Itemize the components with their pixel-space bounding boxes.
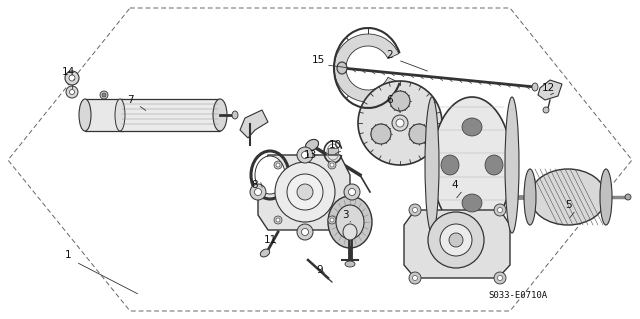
Circle shape xyxy=(102,93,106,97)
Text: 4: 4 xyxy=(452,180,458,190)
Ellipse shape xyxy=(524,169,536,225)
Circle shape xyxy=(100,91,108,99)
Text: 6: 6 xyxy=(387,95,394,105)
Ellipse shape xyxy=(462,194,482,212)
Circle shape xyxy=(494,272,506,284)
Ellipse shape xyxy=(505,97,519,233)
Ellipse shape xyxy=(79,99,91,131)
Circle shape xyxy=(440,224,472,256)
Ellipse shape xyxy=(432,97,512,233)
Ellipse shape xyxy=(507,193,513,201)
Circle shape xyxy=(69,75,75,81)
Circle shape xyxy=(349,189,355,196)
Ellipse shape xyxy=(345,261,355,267)
Circle shape xyxy=(449,233,463,247)
Circle shape xyxy=(330,218,334,222)
Wedge shape xyxy=(334,34,399,102)
Ellipse shape xyxy=(532,83,538,91)
Circle shape xyxy=(287,174,323,210)
Ellipse shape xyxy=(337,62,347,74)
Ellipse shape xyxy=(115,99,125,131)
Circle shape xyxy=(497,207,502,212)
Circle shape xyxy=(276,163,280,167)
Polygon shape xyxy=(404,210,510,278)
Circle shape xyxy=(255,189,262,196)
Circle shape xyxy=(428,212,484,268)
Circle shape xyxy=(330,163,334,167)
Circle shape xyxy=(497,276,502,280)
Circle shape xyxy=(328,161,336,169)
Text: 1: 1 xyxy=(65,250,71,260)
Circle shape xyxy=(66,86,78,98)
Circle shape xyxy=(301,228,308,235)
Circle shape xyxy=(275,162,335,222)
Circle shape xyxy=(65,71,79,85)
Text: 7: 7 xyxy=(127,95,133,105)
Ellipse shape xyxy=(530,169,606,225)
Ellipse shape xyxy=(441,155,459,175)
Polygon shape xyxy=(258,155,350,230)
Ellipse shape xyxy=(328,196,372,248)
Circle shape xyxy=(390,91,410,111)
Circle shape xyxy=(297,184,313,200)
Circle shape xyxy=(494,204,506,216)
Text: 9: 9 xyxy=(317,265,323,275)
Circle shape xyxy=(413,207,417,212)
Circle shape xyxy=(371,124,391,144)
Ellipse shape xyxy=(600,169,612,225)
Circle shape xyxy=(409,124,429,144)
Text: S033-E0710A: S033-E0710A xyxy=(488,292,547,300)
Ellipse shape xyxy=(343,224,357,240)
Bar xyxy=(85,99,123,131)
Circle shape xyxy=(392,115,408,131)
Ellipse shape xyxy=(260,249,269,257)
Circle shape xyxy=(250,184,266,200)
Circle shape xyxy=(276,218,280,222)
Circle shape xyxy=(274,161,282,169)
Bar xyxy=(328,148,338,156)
Circle shape xyxy=(409,204,421,216)
Ellipse shape xyxy=(336,205,364,239)
Circle shape xyxy=(274,216,282,224)
Ellipse shape xyxy=(462,118,482,136)
Ellipse shape xyxy=(360,109,376,121)
Polygon shape xyxy=(240,110,268,138)
Ellipse shape xyxy=(232,111,238,119)
Text: 15: 15 xyxy=(312,55,324,65)
Circle shape xyxy=(297,224,313,240)
Circle shape xyxy=(328,216,336,224)
Ellipse shape xyxy=(485,155,503,175)
Circle shape xyxy=(413,276,417,280)
Ellipse shape xyxy=(425,97,439,233)
Ellipse shape xyxy=(364,112,372,118)
Text: 11: 11 xyxy=(264,235,276,245)
Text: 5: 5 xyxy=(564,200,572,210)
Ellipse shape xyxy=(625,194,631,200)
Circle shape xyxy=(358,81,442,165)
Text: 8: 8 xyxy=(252,180,259,190)
Bar xyxy=(120,99,220,131)
Circle shape xyxy=(396,119,404,127)
Text: 13: 13 xyxy=(303,150,317,160)
Circle shape xyxy=(70,90,74,94)
Ellipse shape xyxy=(353,221,361,227)
Polygon shape xyxy=(538,80,562,100)
Circle shape xyxy=(297,147,313,163)
Ellipse shape xyxy=(255,156,285,194)
Ellipse shape xyxy=(543,107,549,113)
Text: 2: 2 xyxy=(387,50,394,60)
Circle shape xyxy=(301,152,308,159)
Ellipse shape xyxy=(213,99,227,131)
Text: 3: 3 xyxy=(342,210,348,220)
Circle shape xyxy=(409,272,421,284)
Text: 12: 12 xyxy=(541,83,555,93)
Text: 10: 10 xyxy=(328,140,342,150)
Text: 14: 14 xyxy=(61,67,75,77)
Circle shape xyxy=(344,184,360,200)
Ellipse shape xyxy=(305,139,319,151)
